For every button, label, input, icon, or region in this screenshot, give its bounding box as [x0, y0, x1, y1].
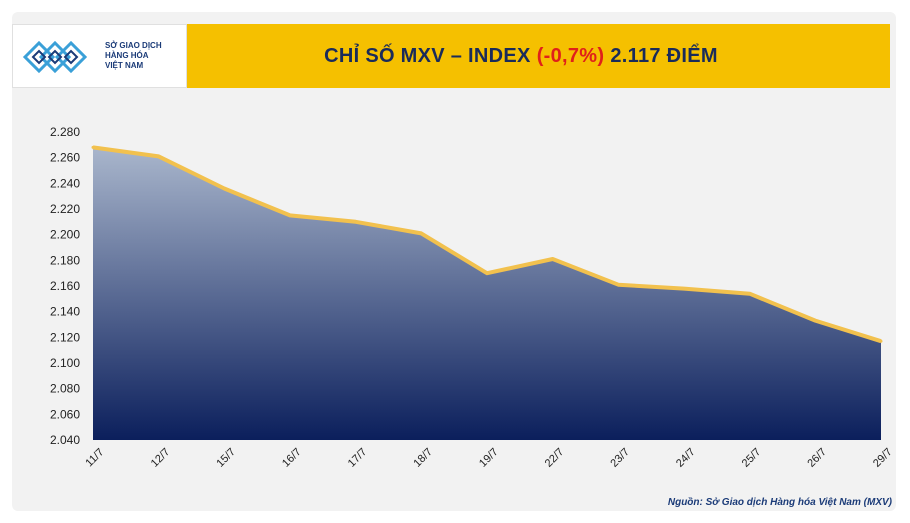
data-point-15/7 [222, 187, 226, 190]
data-point-24/7 [682, 287, 686, 291]
data-point-17/7 [354, 220, 358, 224]
y-tick-label: 2.200 [50, 228, 80, 242]
x-tick-label: 29/7 [871, 446, 895, 470]
logo-line-1: SỞ GIAO DỊCH [105, 41, 162, 50]
y-tick-label: 2.120 [50, 330, 80, 344]
y-tick-label: 2.040 [50, 433, 80, 447]
logo-line-2: HÀNG HÓA [105, 51, 149, 60]
x-tick-label: 19/7 [477, 446, 501, 470]
y-tick-label: 2.060 [50, 407, 80, 421]
x-tick-label: 26/7 [805, 446, 829, 470]
source-note: Nguồn: Sở Giao dịch Hàng hóa Việt Nam (M… [667, 497, 892, 508]
data-point-29/7 [879, 339, 883, 343]
x-tick-label: 18/7 [411, 446, 435, 470]
x-tick-label: 23/7 [608, 446, 632, 470]
chart-header: SỞ GIAO DỊCH HÀNG HÓA VIỆT NAM CHỈ SỐ MX… [12, 24, 890, 88]
chart-title: CHỈ SỐ MXV – INDEX (-0,7%) 2.117 ĐIỂM [152, 24, 890, 88]
data-point-12/7 [157, 154, 161, 158]
title-prefix: CHỈ SỐ MXV – INDEX [324, 44, 531, 67]
data-point-23/7 [616, 283, 620, 287]
x-tick-label: 22/7 [543, 446, 567, 470]
x-tick-label: 25/7 [740, 446, 764, 470]
y-tick-label: 2.240 [50, 176, 80, 190]
mxv-logo-icon [22, 40, 88, 74]
mxv-logo: SỞ GIAO DỊCH HÀNG HÓA VIỆT NAM [12, 24, 187, 88]
data-point-18/7 [419, 231, 423, 235]
data-point-11/7 [91, 145, 95, 149]
y-tick-label: 2.280 [50, 125, 80, 139]
y-tick-label: 2.260 [50, 151, 80, 165]
x-tick-label: 24/7 [674, 446, 698, 470]
area-fill [93, 147, 881, 440]
title-suffix: 2.117 ĐIỂM [610, 44, 718, 67]
data-point-26/7 [813, 319, 817, 323]
title-band [152, 24, 890, 88]
x-tick-label: 12/7 [149, 446, 173, 470]
y-tick-label: 2.140 [50, 305, 80, 319]
mxv-logo-text: SỞ GIAO DỊCH HÀNG HÓA VIỆT NAM [105, 41, 162, 71]
title-change: (-0,7%) [536, 44, 605, 67]
logo-line-3: VIỆT NAM [105, 61, 144, 70]
data-point-19/7 [485, 271, 489, 275]
x-tick-label: 16/7 [280, 446, 304, 470]
x-tick-label: 17/7 [346, 446, 370, 470]
data-point-16/7 [288, 213, 292, 217]
y-tick-label: 2.180 [50, 253, 80, 267]
y-tick-label: 2.080 [50, 382, 80, 396]
data-point-22/7 [551, 257, 555, 261]
x-tick-label: 11/7 [83, 446, 106, 469]
x-tick-label: 15/7 [214, 446, 238, 470]
y-tick-label: 2.160 [50, 279, 80, 293]
y-tick-label: 2.220 [50, 202, 80, 216]
y-tick-label: 2.100 [50, 356, 80, 370]
data-point-25/7 [748, 292, 752, 296]
